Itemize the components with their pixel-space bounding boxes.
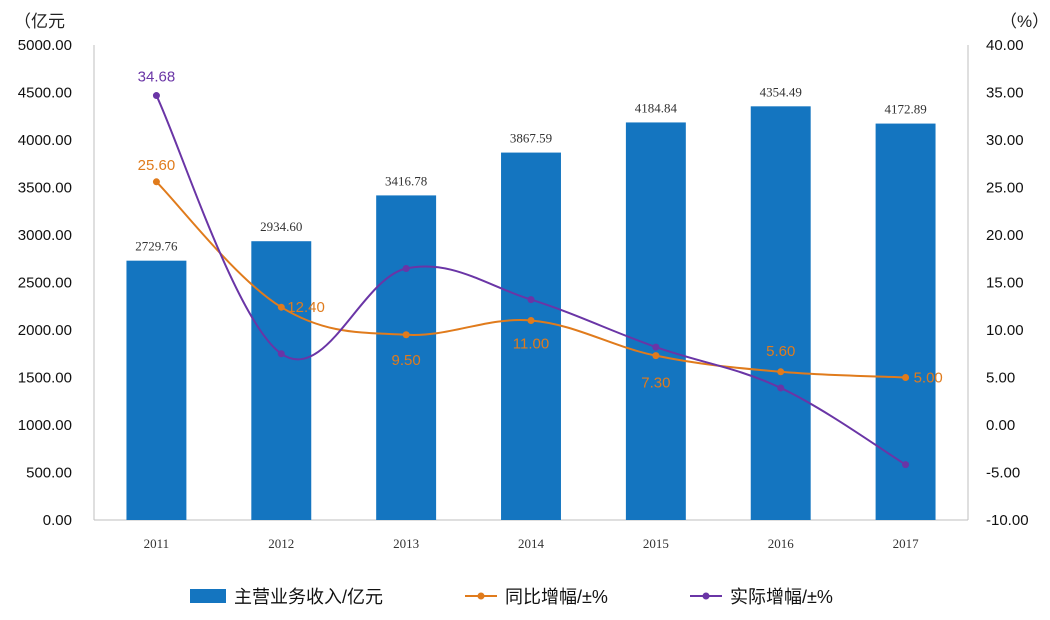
right-tick-label: 40.00: [986, 37, 1024, 54]
x-tick-label: 2014: [518, 536, 545, 551]
data-labels: 2729.76 2934.60 3416.78 3867.59 4184.84 4354.…: [135, 69, 942, 392]
right-tick-label: 5.00: [986, 370, 1015, 387]
right-tick-label: 20.00: [986, 227, 1024, 244]
left-tick-label: 4000.00: [18, 132, 72, 149]
actual-growth-point: [652, 343, 660, 351]
legend-yoy-marker: [477, 592, 485, 600]
x-tick-label: 2016: [768, 536, 795, 551]
actual-data-label: 34.68: [138, 69, 176, 86]
left-tick-label: 0.00: [43, 512, 72, 529]
x-tick-label: 2013: [393, 536, 419, 551]
bar-data-label: 2934.60: [260, 219, 302, 234]
right-tick-label: 30.00: [986, 132, 1024, 149]
left-tick-label: 500.00: [26, 465, 72, 482]
right-tick-label: -5.00: [986, 465, 1020, 482]
yoy-data-label: 12.40: [287, 299, 325, 316]
yoy-growth-point: [527, 317, 535, 324]
yoy-growth-point: [777, 368, 785, 376]
bar-data-label: 3867.59: [510, 131, 552, 146]
actual-growth-point: [152, 92, 160, 100]
legend-label: 主营业务收入/亿元: [234, 587, 383, 607]
left-tick-label: 3500.00: [18, 180, 72, 197]
left-tick-label: 1500.00: [18, 370, 72, 387]
left-tick-label: 4500.00: [18, 85, 72, 102]
yoy-data-label: 7.30: [641, 375, 670, 392]
yoy-data-label: 5.00: [914, 370, 943, 387]
bar: [625, 122, 686, 521]
left-tick-label: 2500.00: [18, 275, 72, 292]
x-tick-label: 2011: [144, 536, 170, 551]
left-axis-unit: （亿元: [14, 12, 65, 31]
actual-growth-point: [777, 384, 785, 392]
right-tick-label: 35.00: [986, 85, 1024, 102]
right-axis-unit: （%）: [1000, 12, 1049, 31]
x-tick-label: 2015: [643, 536, 669, 551]
bar-data-label: 3416.78: [385, 173, 427, 188]
line-series: [152, 92, 910, 469]
bar: [875, 123, 936, 521]
bar-data-label: 4172.89: [884, 102, 926, 117]
actual-growth-point: [902, 461, 910, 469]
legend-actual-marker: [702, 592, 710, 600]
left-tick-label: 2000.00: [18, 322, 72, 339]
bar: [376, 195, 437, 521]
right-tick-label: 0.00: [986, 417, 1015, 434]
bar-data-label: 4184.84: [635, 100, 678, 115]
yoy-growth-point: [152, 178, 160, 186]
axes: 0.00 500.00 1000.00 1500.00 2000.00 2500.00 30…: [18, 37, 1029, 551]
legend-label: 实际增幅/±%: [730, 587, 833, 607]
actual-growth-point: [277, 350, 285, 358]
yoy-growth-point: [902, 374, 910, 381]
yoy-data-label: 9.50: [392, 352, 421, 369]
yoy-growth-point: [402, 331, 410, 339]
x-tick-label: 2017: [893, 536, 920, 551]
yoy-data-label: 25.60: [138, 157, 176, 174]
bar-data-label: 2729.76: [135, 239, 178, 254]
yoy-data-label: 11.00: [513, 336, 549, 353]
bar: [251, 241, 312, 520]
bar-series: [126, 106, 936, 521]
left-tick-label: 5000.00: [18, 37, 72, 54]
bar: [126, 260, 187, 520]
legend-label: 同比增幅/±%: [505, 587, 608, 607]
x-tick-label: 2012: [268, 536, 294, 551]
right-tick-label: -10.00: [986, 512, 1029, 529]
right-tick-label: 10.00: [986, 322, 1024, 339]
bar: [750, 106, 811, 520]
legend-bar-swatch: [190, 589, 226, 603]
yoy-data-label: 5.60: [766, 343, 795, 360]
bar-data-label: 4354.49: [760, 84, 802, 99]
yoy-growth-point: [652, 352, 660, 360]
left-tick-label: 3000.00: [18, 227, 72, 244]
right-tick-label: 15.00: [986, 275, 1024, 292]
actual-growth-point: [402, 265, 410, 273]
yoy-growth-point: [277, 303, 285, 311]
left-tick-label: 1000.00: [18, 417, 72, 434]
actual-growth-point: [527, 296, 535, 304]
right-tick-label: 25.00: [986, 180, 1024, 197]
bar: [501, 152, 561, 520]
legend: 主营业务收入/亿元 同比增幅/±% 实际增幅/±%: [190, 587, 833, 607]
